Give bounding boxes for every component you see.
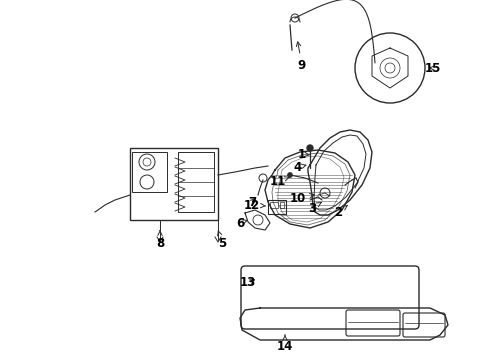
Text: 7: 7 bbox=[248, 195, 256, 208]
Circle shape bbox=[288, 172, 293, 177]
Text: 11: 11 bbox=[270, 175, 289, 188]
Text: 5: 5 bbox=[218, 231, 226, 249]
Bar bbox=[178, 152, 214, 212]
Text: 4: 4 bbox=[294, 161, 306, 174]
Bar bbox=[280, 202, 284, 208]
Text: 14: 14 bbox=[277, 335, 293, 354]
Bar bbox=[130, 148, 218, 220]
Bar bbox=[270, 202, 278, 208]
Text: 12: 12 bbox=[244, 198, 266, 212]
Text: 10: 10 bbox=[290, 192, 314, 204]
Text: 15: 15 bbox=[425, 62, 441, 75]
Circle shape bbox=[307, 145, 313, 151]
Text: 1: 1 bbox=[298, 148, 309, 161]
Text: 8: 8 bbox=[156, 231, 164, 249]
Text: 3: 3 bbox=[308, 202, 321, 215]
Text: 9: 9 bbox=[296, 42, 306, 72]
Text: 2: 2 bbox=[334, 206, 347, 219]
Bar bbox=[132, 152, 167, 192]
Text: 6: 6 bbox=[236, 216, 247, 230]
Text: 13: 13 bbox=[240, 276, 256, 289]
Bar bbox=[268, 200, 286, 214]
